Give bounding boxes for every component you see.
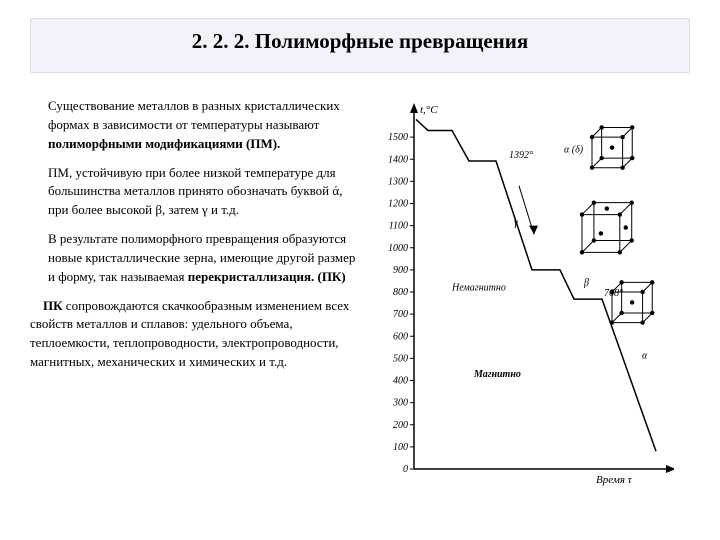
cooling-curve-chart: 0 100 200 300 400 500 600 700 800 900 1000 1100 1200… (374, 97, 674, 492)
page-root: 2. 2. 2. Полиморфные превращения Существ… (0, 0, 720, 540)
svg-text:600: 600 (393, 331, 408, 342)
svg-text:t,°C: t,°C (420, 104, 438, 116)
para-4: ПК сопровождаются скачкообразным изменен… (30, 297, 360, 372)
svg-text:700: 700 (393, 309, 408, 320)
svg-text:300: 300 (392, 398, 408, 409)
chart-column: 0 100 200 300 400 500 600 700 800 900 1000 1100 1200… (374, 97, 674, 492)
svg-text:1200: 1200 (388, 199, 408, 210)
title-box: 2. 2. 2. Полиморфные превращения (30, 18, 690, 73)
content-row: Существование металлов в разных кристалл… (30, 97, 690, 492)
svg-text:1000: 1000 (388, 243, 408, 254)
svg-text:1392°: 1392° (509, 150, 533, 161)
svg-text:800: 800 (393, 287, 408, 298)
para-3: В результате полиморфного превращения об… (30, 230, 360, 287)
svg-text:1100: 1100 (389, 221, 408, 232)
para-2: ПМ, устойчивую при более низкой температ… (30, 164, 360, 221)
svg-text:α (δ): α (δ) (564, 145, 584, 156)
page-title: 2. 2. 2. Полиморфные превращения (49, 29, 671, 54)
svg-text:900: 900 (393, 265, 408, 276)
svg-text:1400: 1400 (388, 154, 408, 165)
svg-text:400: 400 (393, 376, 408, 387)
para-3-bold: перекристаллизация. (ПК) (188, 269, 346, 284)
para-1-bold: полиморфными модификациями (ПМ). (48, 136, 280, 151)
svg-text:100: 100 (393, 442, 408, 453)
svg-text:Немагнитно: Немагнитно (451, 283, 506, 294)
para-4-text: сопровождаются скачкообразным изменением… (30, 298, 349, 370)
svg-text:500: 500 (393, 353, 408, 364)
para-4-bold: ПК (43, 298, 63, 313)
svg-text:β: β (583, 277, 589, 288)
para-1: Существование металлов в разных кристалл… (30, 97, 360, 154)
svg-text:1300: 1300 (388, 176, 408, 187)
text-column: Существование металлов в разных кристалл… (30, 97, 360, 492)
svg-text:1500: 1500 (388, 132, 408, 143)
svg-text:0: 0 (403, 464, 408, 475)
svg-text:200: 200 (393, 420, 408, 431)
para-1-text: Существование металлов в разных кристалл… (48, 98, 340, 132)
svg-text:Магнитно: Магнитно (473, 369, 521, 380)
svg-text:α: α (642, 350, 648, 361)
svg-text:Время τ: Время τ (596, 474, 633, 486)
